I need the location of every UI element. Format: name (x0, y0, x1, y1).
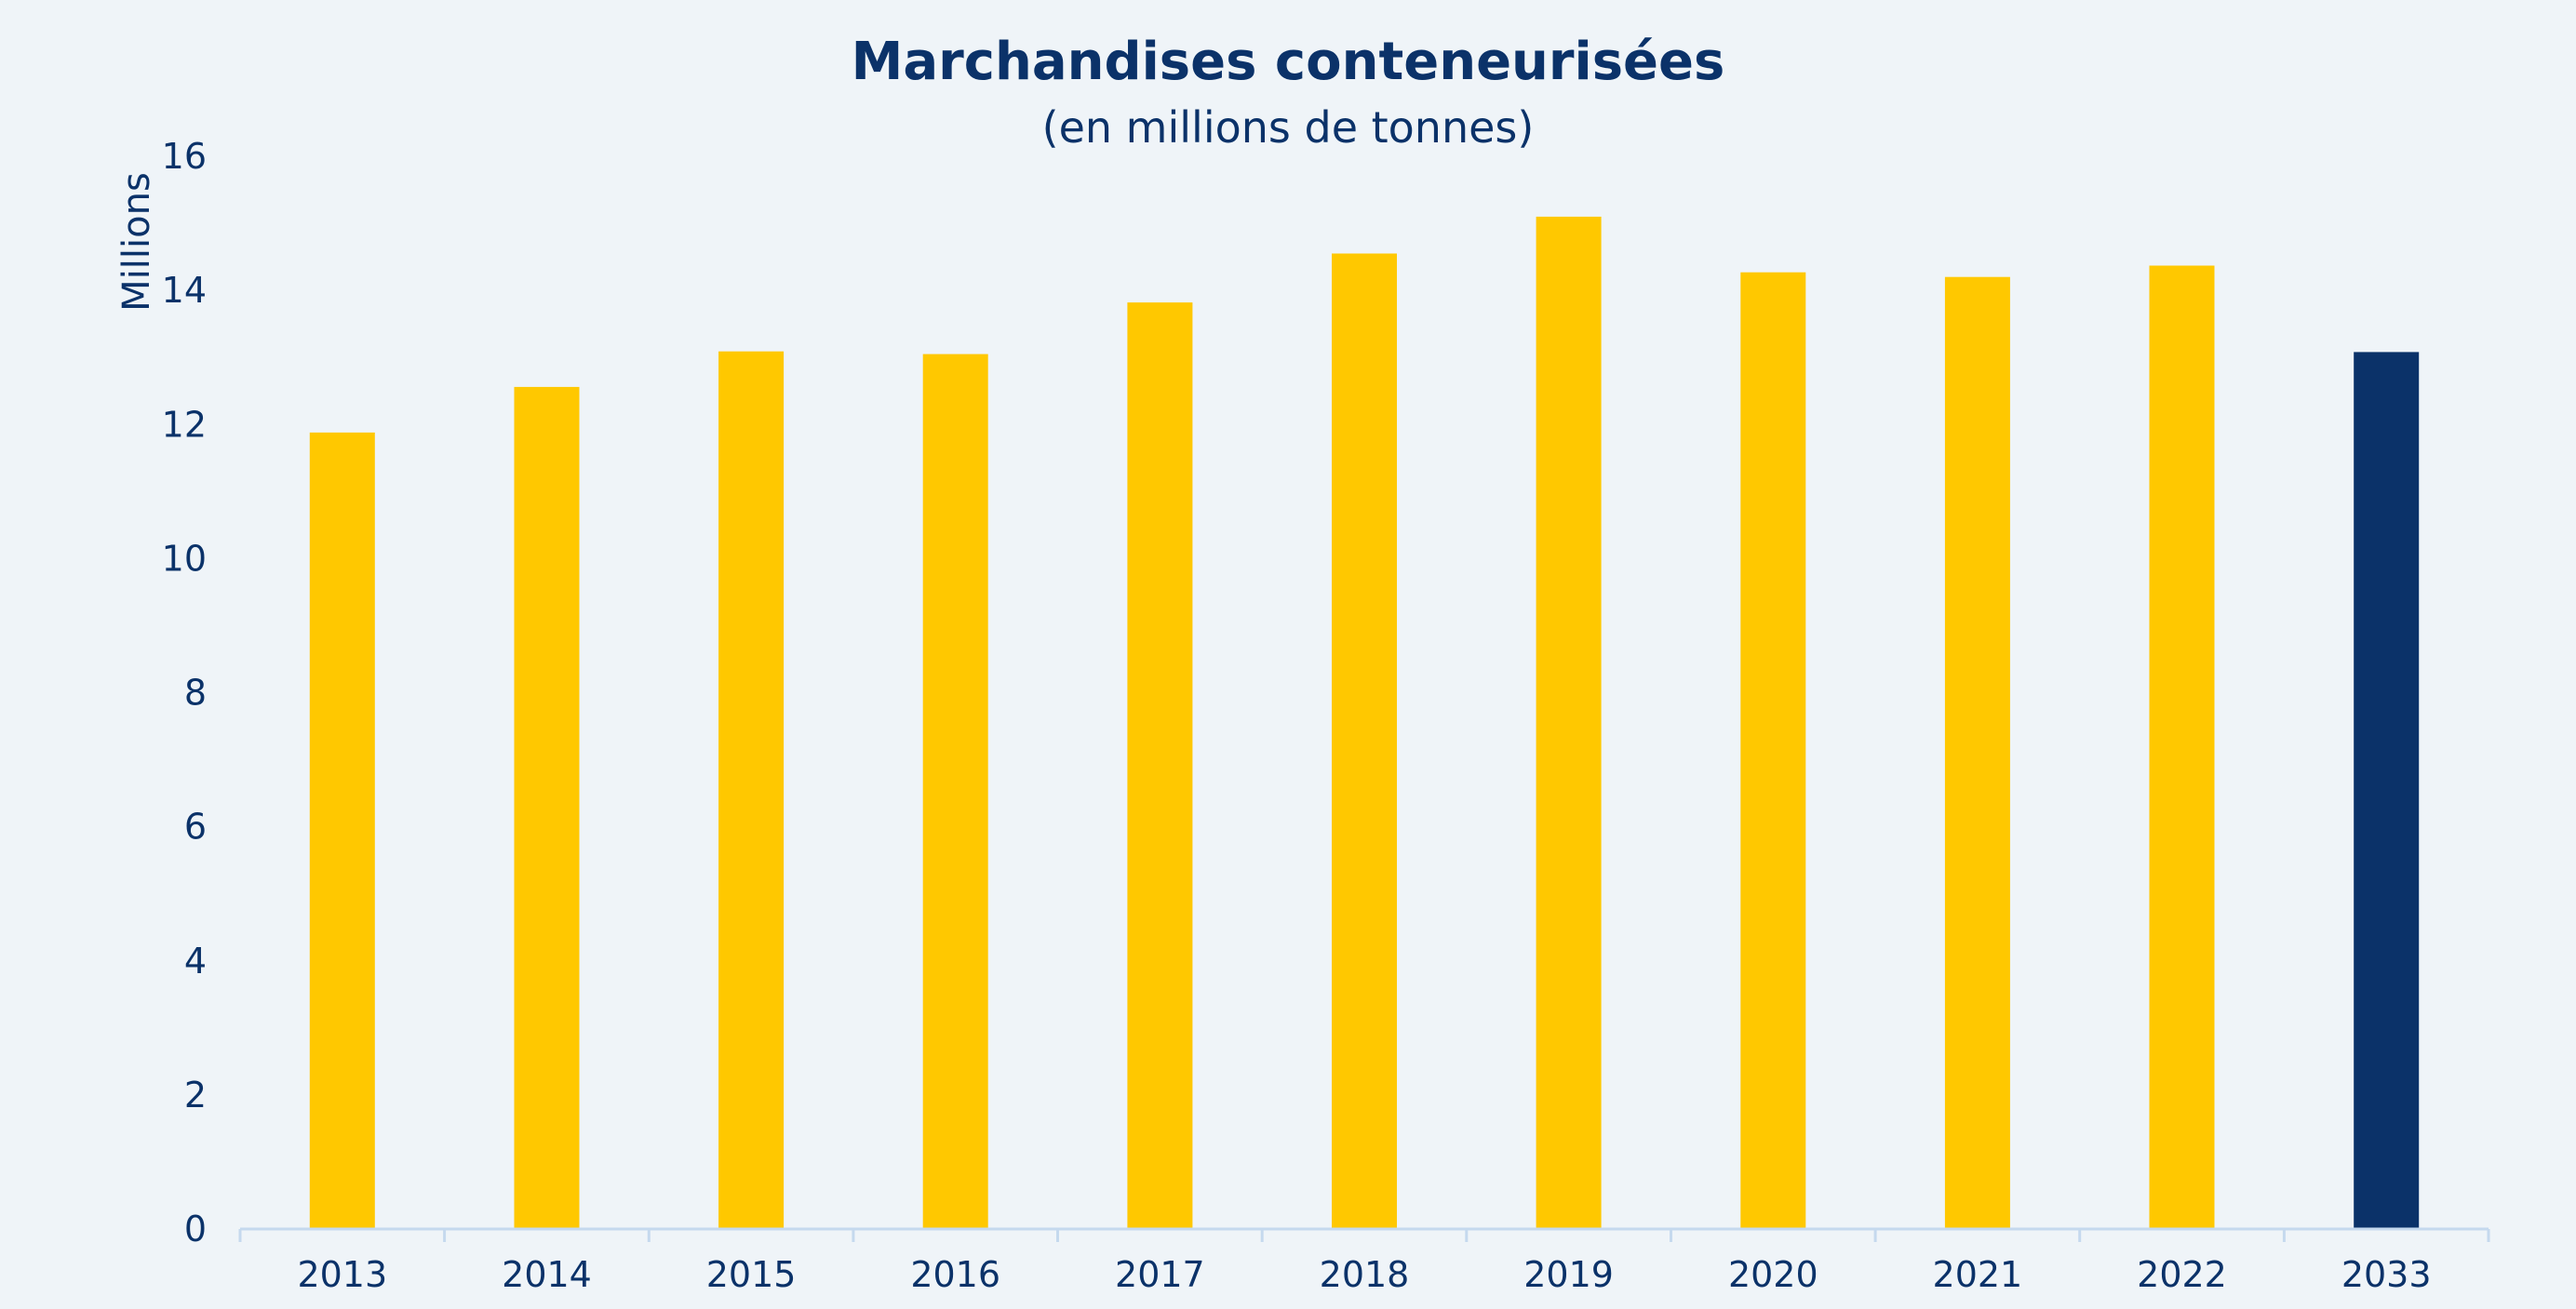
x-tick-label: 2020 (1728, 1254, 1818, 1295)
x-tick-label: 2019 (1523, 1254, 1614, 1295)
x-tick-label: 2013 (297, 1254, 387, 1295)
x-tick-label: 2015 (706, 1254, 797, 1295)
x-tick-label: 2022 (2137, 1254, 2227, 1295)
bar-2021 (1944, 276, 2010, 1229)
chart-title: Marchandises conteneurisées (851, 32, 1725, 92)
bar-2014 (514, 386, 580, 1229)
y-tick-label: 2 (184, 1075, 207, 1115)
y-tick-label: 0 (184, 1209, 207, 1249)
y-tick-label: 6 (184, 807, 207, 848)
bar-2015 (718, 351, 785, 1229)
x-tick-label: 2033 (2341, 1254, 2432, 1295)
bar-2013 (309, 432, 375, 1229)
x-tick-label: 2016 (910, 1254, 1000, 1295)
bar-2017 (1127, 302, 1193, 1230)
y-tick-label: 4 (184, 941, 207, 982)
bar-2022 (2149, 265, 2215, 1229)
x-tick-label: 2018 (1320, 1254, 1410, 1295)
bar-2016 (922, 354, 988, 1230)
y-tick-label: 10 (162, 538, 207, 579)
bar-2033 (2354, 352, 2420, 1229)
y-tick-label: 8 (184, 673, 207, 714)
bar-2020 (1740, 272, 1806, 1230)
bar-2018 (1332, 253, 1397, 1229)
y-tick-label: 16 (162, 136, 207, 177)
y-tick-label: 12 (162, 404, 207, 445)
bar-2019 (1536, 216, 1602, 1229)
y-tick-label: 14 (162, 270, 207, 311)
chart-subtitle: (en millions de tonnes) (1041, 102, 1535, 153)
y-axis-label: Millions (115, 172, 158, 312)
x-tick-label: 2014 (502, 1254, 592, 1295)
x-tick-label: 2017 (1115, 1254, 1205, 1295)
x-tick-label: 2021 (1933, 1254, 2023, 1295)
